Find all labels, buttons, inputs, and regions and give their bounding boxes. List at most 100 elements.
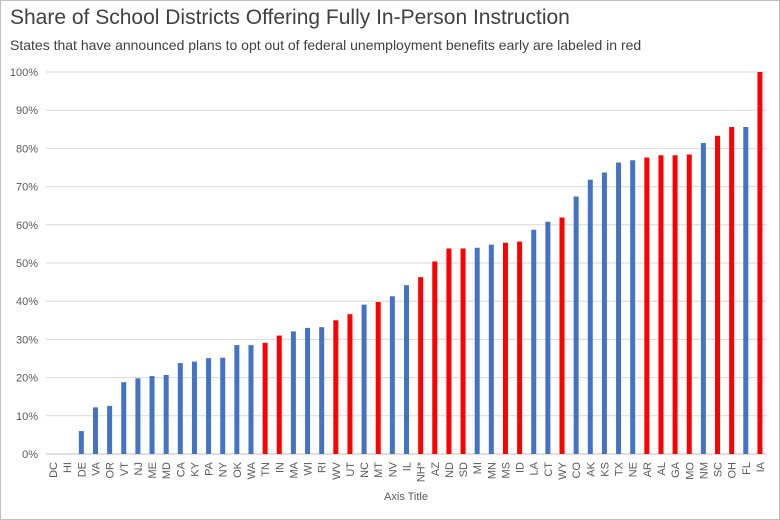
bar-ok [234, 345, 240, 454]
bar-il [404, 285, 409, 454]
bar-ma [290, 331, 296, 454]
x-tick-label: SC [713, 462, 725, 477]
bar-ar [644, 157, 650, 454]
y-axis-ticks: 0% 10% 20% 30% 40% 50% 60% 70% 80% 90% 100% [10, 67, 38, 461]
bar-ks [601, 172, 607, 454]
x-tick-label: WY [557, 461, 569, 479]
bar-co [573, 196, 579, 454]
bar-id [517, 241, 523, 454]
x-tick-label: TN [260, 462, 272, 477]
x-tick-label: WV [331, 461, 343, 479]
y-tick-label: 40% [16, 296, 38, 308]
y-tick-label: 30% [16, 334, 38, 346]
bar-wv [333, 320, 339, 454]
chart-title: Share of School Districts Offering Fully… [10, 6, 570, 29]
bar-ut [347, 314, 353, 454]
y-tick-label: 10% [16, 411, 38, 423]
bar-mo [686, 154, 692, 454]
y-tick-label: 80% [16, 143, 38, 155]
bar-ca [177, 363, 183, 454]
x-tick-label: CT [543, 462, 555, 477]
bar-vt [121, 382, 127, 454]
y-tick-label: 90% [16, 105, 38, 117]
bar-nv [389, 296, 395, 454]
x-tick-label: NH* [416, 461, 428, 482]
x-axis-ticks: DC HI DE VA OR VT NJ ME MD CA KY PA NY OK WA TN IN MA WI RI… [48, 461, 767, 482]
x-tick-label: OR [105, 462, 117, 479]
bar-nm [700, 143, 706, 455]
x-tick-label: MS [500, 462, 512, 479]
x-tick-label: NM [698, 462, 710, 479]
y-tick-label: 20% [16, 373, 38, 385]
x-tick-label: NY [218, 461, 230, 477]
x-tick-label: AK [585, 461, 597, 476]
bar-me [149, 376, 155, 454]
x-axis-title: Axis Title [384, 491, 428, 503]
bar-wy [559, 217, 565, 454]
bar-ia [757, 72, 763, 454]
x-tick-label: MA [288, 461, 300, 478]
x-tick-label: MI [472, 462, 484, 474]
bar-pa [206, 358, 212, 454]
x-tick-label: NC [359, 462, 371, 478]
x-tick-label: IN [274, 462, 286, 473]
bar-or [107, 405, 113, 454]
x-tick-label: MT [373, 462, 385, 478]
bar-tx [616, 162, 622, 454]
bar-ri [319, 327, 325, 454]
x-tick-label: OH [727, 462, 739, 479]
y-tick-label: 100% [10, 67, 38, 79]
bar-nd [446, 248, 452, 454]
x-tick-label: TX [614, 461, 626, 476]
x-tick-label: NV [387, 461, 399, 477]
bar-mt [375, 301, 381, 454]
bar-in [276, 335, 282, 454]
x-tick-label: OK [232, 461, 244, 478]
bar-de [78, 431, 84, 454]
x-tick-label: NE [628, 462, 640, 477]
x-tick-label: CO [571, 462, 583, 479]
x-tick-label: WA [246, 461, 258, 479]
x-tick-label: HI [62, 462, 74, 473]
bar-la [531, 229, 537, 454]
x-tick-label: RI [317, 462, 329, 473]
x-tick-label: ID [515, 462, 527, 473]
bar-tn [262, 342, 268, 454]
x-tick-label: ND [444, 462, 456, 478]
x-tick-label: KS [599, 462, 611, 477]
x-tick-label: NJ [133, 462, 145, 475]
bar-ak [587, 179, 593, 454]
y-tick-label: 60% [16, 220, 38, 232]
bar-fl [743, 127, 749, 454]
chart-subtitle: States that have announced plans to opt … [10, 37, 642, 53]
y-tick-label: 0% [22, 449, 38, 461]
x-tick-label: IL [402, 462, 414, 471]
bar-nh [418, 277, 424, 454]
bars [78, 72, 763, 455]
x-tick-label: LA [529, 461, 541, 475]
x-tick-label: MN [486, 462, 498, 479]
bar-nj [135, 378, 141, 454]
bar-mn [488, 244, 494, 454]
bar-ms [502, 242, 508, 454]
y-tick-label: 70% [16, 182, 38, 194]
x-tick-label: GA [670, 461, 682, 478]
x-tick-label: DE [76, 462, 88, 477]
x-tick-label: MO [684, 462, 696, 480]
bar-al [658, 155, 664, 454]
x-tick-label: AZ [430, 462, 442, 476]
x-tick-label: KY [189, 461, 201, 476]
x-tick-label: AL [656, 462, 668, 475]
bar-ky [191, 361, 197, 454]
bar-va [92, 407, 98, 454]
x-tick-label: WI [303, 462, 315, 475]
x-tick-label: IA [755, 461, 767, 472]
x-tick-label: SD [458, 462, 470, 477]
x-tick-label: FL [741, 462, 753, 475]
bar-md [163, 374, 169, 454]
bar-sd [460, 248, 466, 454]
x-tick-label: AR [642, 462, 654, 477]
bar-ny [220, 357, 226, 454]
x-tick-label: CA [175, 461, 187, 477]
